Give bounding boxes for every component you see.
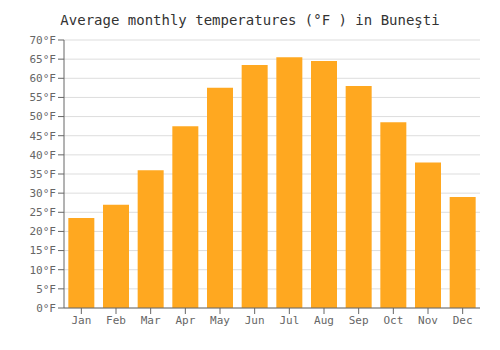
svg-text:Nov: Nov	[418, 314, 438, 327]
svg-text:60°F: 60°F	[30, 72, 57, 85]
svg-text:25°F: 25°F	[30, 206, 57, 219]
svg-text:35°F: 35°F	[30, 168, 57, 181]
svg-text:Apr: Apr	[175, 314, 195, 327]
svg-text:50°F: 50°F	[30, 110, 57, 123]
svg-text:Jan: Jan	[71, 314, 91, 327]
html-text:Average monthly temperatures (: Average monthly temperatures (°F ) in Bu…	[60, 12, 440, 28]
svg-text:15°F: 15°F	[30, 244, 57, 257]
svg-text:Dec: Dec	[453, 314, 473, 327]
svg-text:Oct: Oct	[383, 314, 403, 327]
svg-text:Jun: Jun	[245, 314, 265, 327]
svg-text:5°F: 5°F	[36, 283, 56, 296]
svg-text:Aug: Aug	[314, 314, 334, 327]
svg-text:70°F: 70°F	[30, 34, 57, 47]
svg-text:Jul: Jul	[279, 314, 299, 327]
svg-text:May: May	[210, 314, 230, 327]
svg-text:Sep: Sep	[349, 314, 369, 327]
svg-text:20°F: 20°F	[30, 225, 57, 238]
svg-text:Feb: Feb	[106, 314, 126, 327]
svg-text:30°F: 30°F	[30, 187, 57, 200]
svg-text:Mar: Mar	[141, 314, 161, 327]
svg-text:55°F: 55°F	[30, 91, 57, 104]
svg-text:65°F: 65°F	[30, 53, 57, 66]
svg-text:40°F: 40°F	[30, 149, 57, 162]
svg-text:45°F: 45°F	[30, 130, 57, 143]
svg-text:0°F: 0°F	[36, 302, 56, 315]
svg-text:10°F: 10°F	[30, 264, 57, 277]
